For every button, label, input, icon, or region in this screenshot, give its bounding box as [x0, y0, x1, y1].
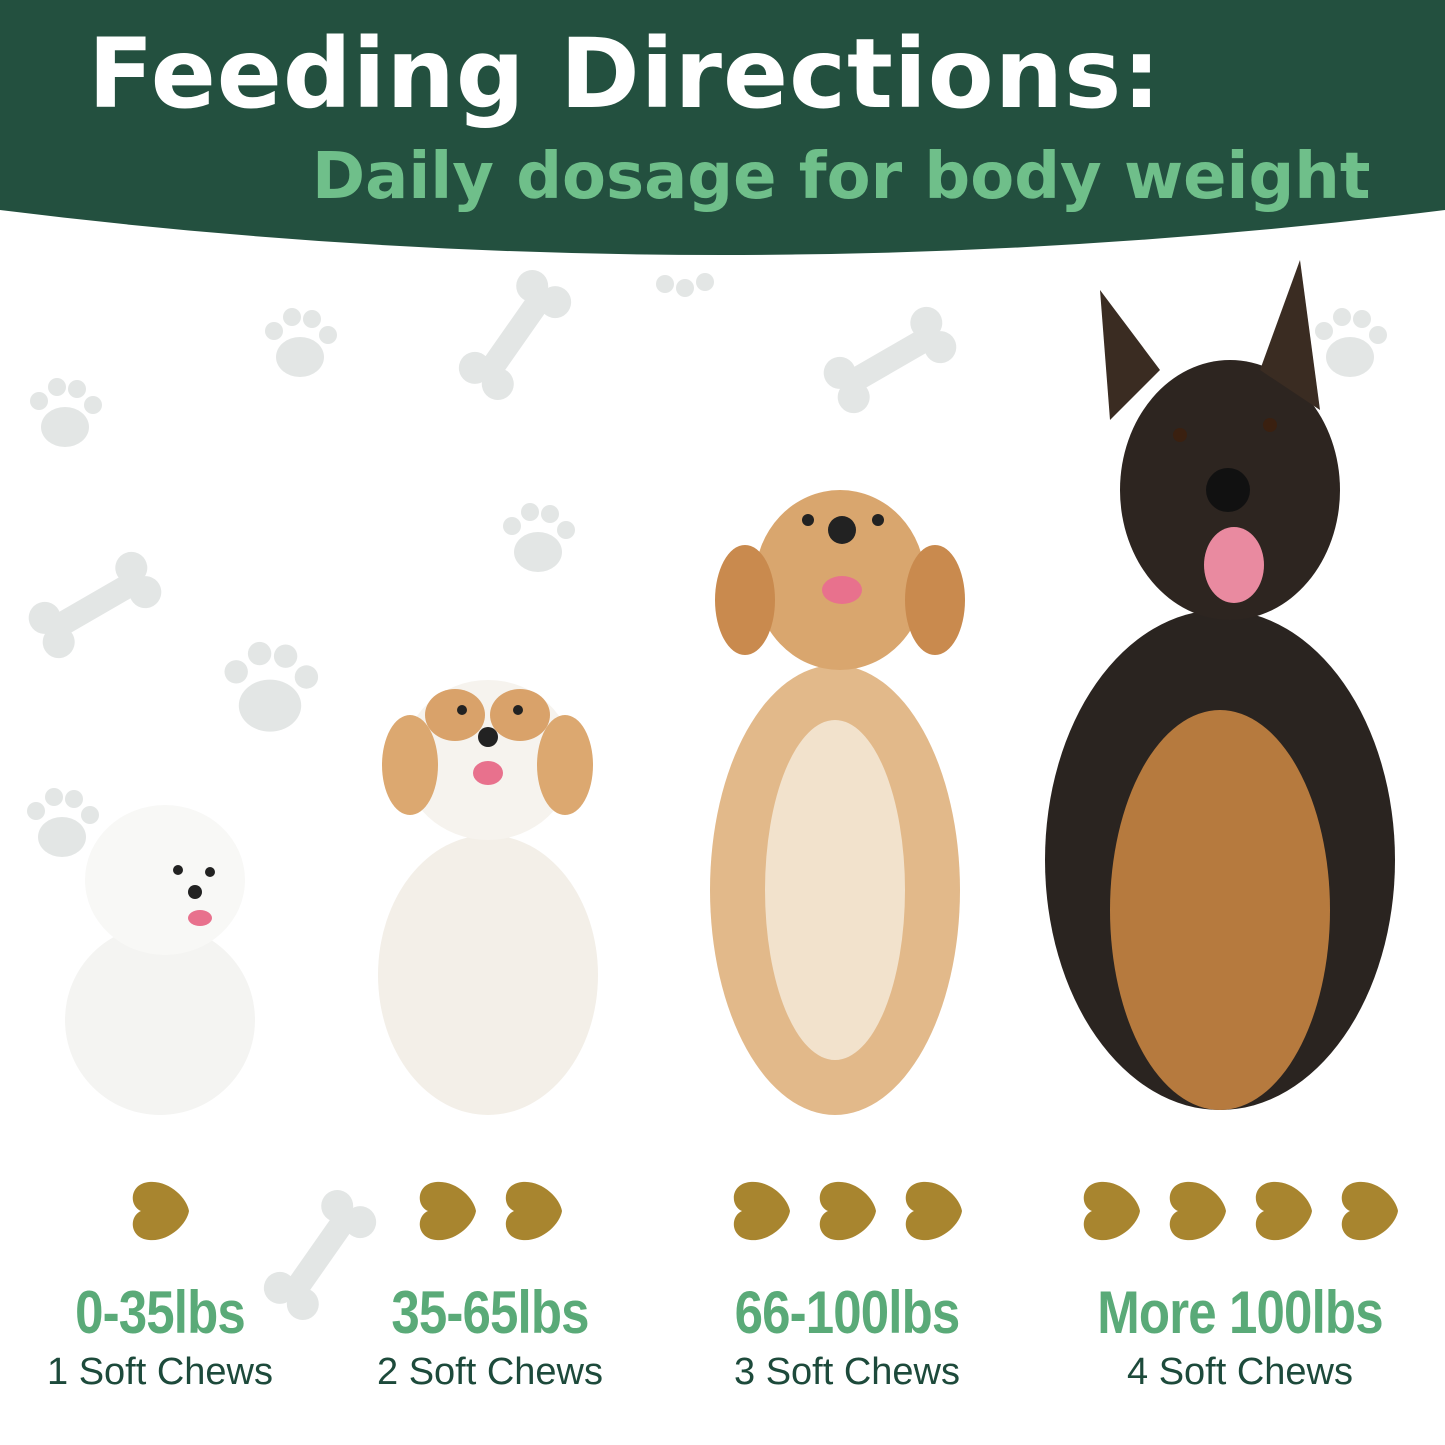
dosage-column-35-65lbs: 35-65lbs 2 Soft Chews [320, 1178, 660, 1394]
weight-range: 66-100lbs [734, 1279, 961, 1346]
soft-chew-icon [900, 1178, 966, 1242]
paw-icon [224, 641, 319, 732]
dog-labrador-mix [710, 490, 965, 1115]
dog-spaniel-puppy [378, 680, 598, 1115]
soft-chew-icon [1336, 1178, 1402, 1242]
soft-chew-icon [1250, 1178, 1316, 1242]
weight-range: 0-35lbs [75, 1279, 246, 1346]
dosage-column-more-100lbs: More 100lbs 4 Soft Chews [1040, 1178, 1440, 1394]
soft-chew-icon [414, 1178, 480, 1242]
soft-chew-icon [728, 1178, 794, 1242]
paw-icon [656, 273, 714, 297]
page-title: Feeding Directions: [88, 18, 1162, 130]
header-banner: Feeding Directions: Daily dosage for bod… [0, 0, 1445, 270]
dosage-column-0-35lbs: 0-35lbs 1 Soft Chews [0, 1178, 330, 1394]
paw-icon [265, 308, 337, 377]
dog-bichon-puppy [65, 805, 255, 1115]
banner-background [0, 0, 1445, 255]
dose-label: 3 Soft Chews [734, 1351, 960, 1393]
paw-icon [30, 378, 102, 447]
chew-row [1040, 1178, 1440, 1250]
chew-row [320, 1178, 660, 1250]
paw-icon [503, 503, 575, 572]
soft-chew-icon [1078, 1178, 1144, 1242]
weight-range: 35-65lbs [391, 1279, 589, 1346]
page-subtitle: Daily dosage for body weight [312, 140, 1371, 214]
chew-row [0, 1178, 330, 1250]
soft-chew-icon [1164, 1178, 1230, 1242]
dose-label: 4 Soft Chews [1127, 1351, 1353, 1393]
soft-chew-icon [500, 1178, 566, 1242]
bone-icon [823, 306, 957, 414]
soft-chew-icon [814, 1178, 880, 1242]
dog-german-shepherd [1045, 260, 1395, 1110]
dose-label: 1 Soft Chews [47, 1351, 273, 1393]
dose-label: 2 Soft Chews [377, 1351, 603, 1393]
bone-icon [28, 551, 162, 659]
weight-range: More 100lbs [1097, 1279, 1383, 1346]
soft-chew-icon [127, 1178, 193, 1242]
dosage-column-66-100lbs: 66-100lbs 3 Soft Chews [677, 1178, 1017, 1394]
chew-row [677, 1178, 1017, 1250]
bone-icon [458, 270, 572, 400]
